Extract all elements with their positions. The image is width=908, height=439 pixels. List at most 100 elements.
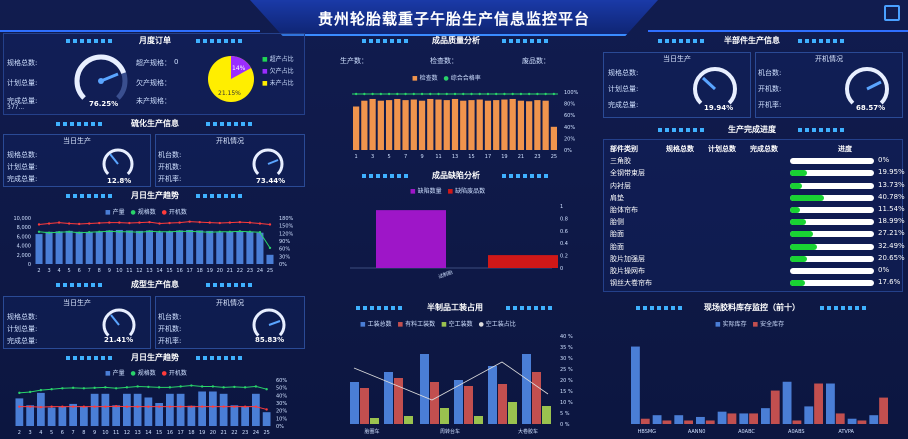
sp-l1: 计划总量:: [608, 85, 639, 93]
quality-x-4: 9: [420, 154, 423, 160]
trend2-pt-a-1: [28, 390, 32, 394]
progress-bar-fill: [790, 231, 813, 238]
trend2-pt-a-9: [114, 387, 118, 390]
su-bar-7: [430, 382, 439, 424]
trend2-pt-a-21: [243, 386, 247, 389]
progress-bar-fill: [790, 207, 800, 213]
trend2-pt-b-19: [222, 405, 225, 408]
su-yr-8: 0 %: [560, 422, 570, 428]
trend2-bar-18: [209, 391, 217, 426]
legend-under-label: 欠产占比: [269, 68, 294, 75]
quality-yr-4: 20%: [564, 136, 575, 142]
trend2-x-19: 21: [220, 430, 226, 436]
su-bar-5: [404, 416, 413, 424]
trend1-pt-b-22: [258, 231, 262, 234]
trend2-x-6: 8: [82, 430, 85, 436]
legend-unprod: ■ 未产占比: [262, 80, 294, 87]
su-yr-4: 20 %: [560, 378, 573, 384]
trend1-bar-2: [55, 231, 63, 264]
forming-left: 当日生产: [3, 296, 151, 349]
quality-bar-6: [402, 100, 409, 150]
trend1-pt-b-5: [88, 231, 91, 234]
mo-unprod-label: 未产规格：: [136, 97, 171, 105]
quality-pt-10: [437, 92, 440, 96]
rubber-actual-4: [717, 411, 727, 424]
progress-bar-fill: [790, 219, 806, 226]
progress-row-pct: 18.99%: [878, 217, 905, 226]
trend2-yr-3: 30%: [276, 401, 287, 407]
trend1-bar-6: [95, 231, 103, 264]
trend2-bar-7: [90, 393, 99, 426]
form-l0: 规格总数:: [7, 313, 38, 321]
quality-pt-9: [429, 92, 432, 96]
trend2-pt-a-6: [82, 387, 86, 390]
trend2-pt-a-20: [233, 385, 236, 389]
rubber-x-2: A0ABC: [738, 429, 755, 435]
trend1-bar-4: [75, 231, 83, 264]
trend1-x-3: 5: [68, 268, 71, 274]
trend2-pt-a-8: [104, 386, 107, 389]
trend1-pt-a-3: [67, 222, 71, 225]
trend1-yl-3: 4,000: [17, 244, 31, 250]
monthly-order-gauge: [74, 54, 128, 108]
trend1-bar-14: [176, 230, 184, 264]
trend1-yl-5: 0: [28, 262, 31, 268]
defect-leg-1: 缺陷废品数: [455, 188, 486, 195]
defect-chart: 1 0.8 0.6 0.4 0.2 0 试制胎: [350, 204, 568, 280]
trend1-bar-18: [216, 232, 224, 264]
forming-right-gauge-value: 85.83%: [255, 336, 285, 344]
progress-row-pct: 20.65%: [878, 253, 905, 262]
quality-legend: ■ 检查数 ● 综合合格率: [412, 75, 481, 82]
trend2-title: 月日生产趋势: [66, 352, 244, 364]
form-l2: 完成总量:: [7, 337, 38, 345]
trend1-pt-a-23: [268, 223, 272, 226]
trend1-pt-b-1: [47, 231, 51, 234]
quality-bar-3: [377, 100, 384, 150]
progress-row-name: 胶片加强层: [610, 254, 645, 263]
quality-x-3: 7: [404, 154, 407, 160]
trend2-pt-b-2: [39, 405, 43, 409]
progress-bar-track: [790, 207, 874, 213]
trend1-bar-3: [65, 230, 73, 264]
rubber-actual-9: [826, 383, 835, 424]
rubber-safe-2: [684, 420, 693, 424]
trend1-bar-0: [35, 234, 43, 264]
trend2-pt-a-16: [190, 384, 193, 387]
rubber-safe-4: [727, 413, 737, 424]
trend1-pt-a-21: [248, 221, 252, 224]
progress-row-name: 胎面: [610, 242, 624, 251]
progress-header: 部件类别 规格总数 计划总数 完成总数 进度: [606, 143, 902, 155]
vulc-left-title: 当日生产: [63, 137, 91, 145]
su-bar-1: [360, 388, 369, 424]
progress-row-name: 胎体帘布: [610, 206, 638, 214]
quality-bar-22: [534, 100, 541, 150]
form-l1: 计划总量:: [7, 325, 38, 333]
trend2-line-b: [19, 405, 267, 410]
rubber-chart: HBSMG AANN0 A0ABC A0ABS ATVPA: [631, 346, 888, 435]
trend1-x-20: 22: [237, 268, 243, 274]
trend1-pt-a-12: [158, 222, 161, 225]
trend2-leg-1: 规格数: [137, 370, 156, 377]
quality-pt-22: [536, 92, 539, 96]
trend1-pt-a-7: [108, 221, 111, 224]
quality-yr-0: 100%: [564, 90, 579, 96]
trend2-x-12: 14: [145, 430, 151, 436]
su-leg-3: 空工装占比: [485, 321, 516, 328]
trend1-pt-a-10: [138, 221, 141, 224]
progress-bar-fill: [790, 194, 825, 201]
su-bar-13: [498, 384, 507, 424]
su-yr-2: 30 %: [560, 356, 573, 362]
trend1-bar-7: [105, 230, 113, 264]
su-bar-17: [542, 406, 551, 424]
rubber-x-1: AANN0: [688, 429, 706, 435]
legend-under: ■ 欠产占比: [262, 68, 294, 75]
pie-label: 21.15%: [218, 90, 241, 97]
trend1-x-2: 4: [58, 268, 61, 274]
fullscreen-icon[interactable]: [884, 5, 900, 21]
su-bar-3: [384, 372, 393, 424]
trend1-yr-0: 180%: [279, 216, 294, 222]
quality-pt-7: [412, 92, 415, 96]
trend1-bar-8: [115, 229, 123, 264]
su-bar-4: [394, 378, 403, 424]
vulc-l1: 计划总量:: [7, 163, 38, 171]
